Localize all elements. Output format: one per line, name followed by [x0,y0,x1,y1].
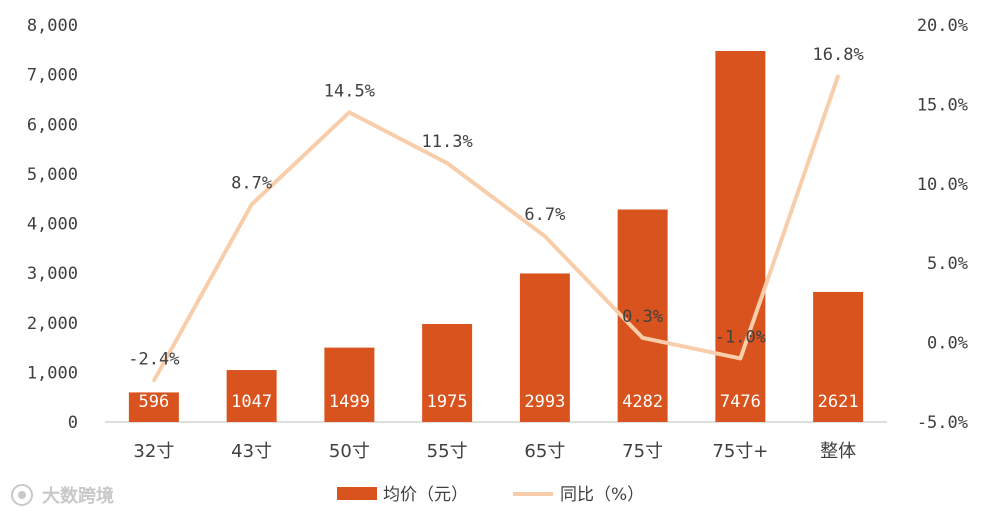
line-value-label: 11.3% [422,132,473,152]
line-value-label: -2.4% [128,350,179,370]
left-tick-label: 0 [68,413,78,433]
line-value-label: 6.7% [524,205,565,225]
bar-value-label: 1975 [427,392,468,412]
right-tick-label: -5.0% [917,413,968,433]
bar [324,347,375,422]
line-point [250,202,254,206]
right-axis: -5.0% 0.0% 5.0% 10.0% 15.0% 20.0% [917,16,968,433]
bar-value-label: 2993 [524,392,565,412]
bar [128,392,179,422]
line-point [641,336,645,340]
watermark-logo-icon [11,484,33,506]
left-axis: 0 1,000 2,000 3,000 4,000 5,000 6,000 7,000 8,00… [27,16,78,433]
bar-value-label: 596 [139,392,170,412]
left-tick-label: 8,000 [27,16,78,36]
category-label: 50寸 [329,441,370,462]
bar [519,273,570,422]
bar [813,291,864,422]
left-tick-label: 1,000 [27,363,78,383]
category-label: 43寸 [231,441,272,462]
line-value-label: 8.7% [231,173,272,193]
bar-value-label: 1047 [231,392,272,412]
line-series: -2.4% 8.7% 14.5% 11.3% 6.7% 0.3% -1.0% 16.8% [128,45,864,383]
legend: 均价（元） 同比（%） [337,485,644,505]
left-tick-label: 6,000 [27,115,78,135]
left-tick-label: 4,000 [27,215,78,235]
legend-label-line: 同比（%） [560,485,644,505]
bar-value-label: 7476 [720,392,761,412]
left-tick-label: 3,000 [27,264,78,284]
line-value-label: 14.5% [324,81,375,101]
yoy-line [152,75,841,382]
watermark-text: 大数跨境 [42,485,114,507]
right-tick-label: 10.0% [917,175,968,195]
category-label: 65寸 [524,441,565,462]
left-tick-label: 5,000 [27,165,78,185]
left-tick-label: 2,000 [27,314,78,334]
line-value-label: 16.8% [813,45,864,65]
legend-label-bar: 均价（元） [383,485,468,505]
category-label: 75寸 [622,441,663,462]
line-point [543,234,547,238]
line-point [836,74,840,78]
right-tick-label: 15.0% [917,95,968,115]
legend-swatch-bar [337,487,377,500]
left-tick-label: 7,000 [27,66,78,86]
right-tick-label: 5.0% [927,254,968,274]
bar [715,51,766,422]
line-value-label: -1.0% [715,327,766,347]
bar-value-label: 1499 [329,392,370,412]
right-tick-label: 20.0% [917,16,968,36]
right-tick-label: 0.0% [927,334,968,354]
line-point [445,161,449,165]
category-label: 整体 [820,441,856,462]
line-point [152,379,156,383]
bar [617,209,668,422]
line-point [738,356,742,360]
bar-value-label: 4282 [622,392,663,412]
watermark: 大数跨境 [11,484,114,507]
category-labels: 32寸 43寸 50寸 55寸 65寸 75寸 75寸+ 整体 [133,441,856,462]
category-label: 75寸+ [712,441,768,462]
category-label: 55寸 [427,441,468,462]
bars: 596 1047 1499 1975 2993 4282 7476 2621 [128,51,864,422]
category-label: 32寸 [133,441,174,462]
bar [226,370,277,422]
line-point [347,110,351,114]
line-value-label: 0.3% [622,307,663,327]
bar-value-label: 2621 [818,392,859,412]
bar [422,323,473,422]
